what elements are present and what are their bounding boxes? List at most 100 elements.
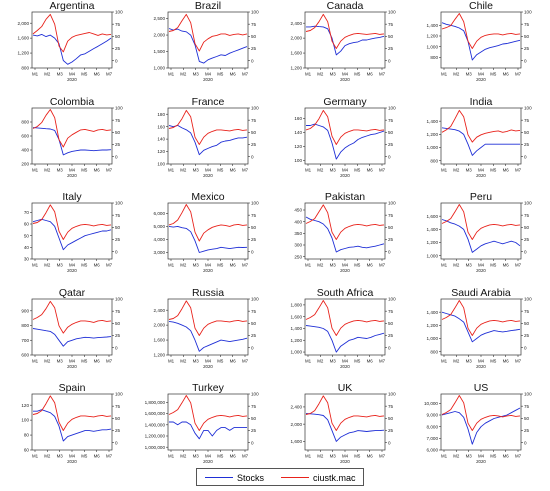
x-tick-label: M6 bbox=[230, 454, 237, 459]
plot-frame bbox=[440, 11, 522, 69]
y-left-tick-label: 450 bbox=[294, 208, 302, 213]
x-tick-label: M4 bbox=[342, 263, 349, 268]
x-tick-label: M5 bbox=[490, 454, 497, 459]
y-right-tick-label: 100 bbox=[524, 297, 532, 302]
y-right-tick-label: 100 bbox=[251, 392, 259, 397]
plot-frame bbox=[440, 107, 522, 165]
x-tick-label: M6 bbox=[94, 359, 101, 364]
y-left-tick-label: 1,600,000 bbox=[145, 411, 166, 416]
y-left-tick-label: 2,500 bbox=[154, 16, 166, 21]
y-left-tick-label: 180 bbox=[157, 112, 165, 117]
y-right-tick-label: 75 bbox=[524, 213, 530, 218]
y-left-tick-label: 1,200 bbox=[291, 338, 303, 343]
y-right-tick-label: 25 bbox=[251, 237, 257, 242]
y-left-tick-label: 100 bbox=[157, 162, 165, 167]
x-tick-label: M7 bbox=[379, 359, 386, 364]
x-tick-label: M5 bbox=[490, 263, 497, 268]
x-tick-label: M3 bbox=[466, 359, 473, 364]
x-tick-label: M3 bbox=[193, 72, 200, 77]
y-right-tick-label: 100 bbox=[115, 106, 123, 111]
x-tick-label: M3 bbox=[330, 72, 337, 77]
y-left-tick-label: 300 bbox=[294, 243, 302, 248]
x-tick-label: M4 bbox=[69, 454, 76, 459]
y-left-tick-label: 1,600 bbox=[291, 314, 303, 319]
x-tick-label: M4 bbox=[478, 359, 485, 364]
x-tick-label: M2 bbox=[44, 454, 51, 459]
series-line-stocks bbox=[305, 325, 385, 353]
y-right-tick-label: 50 bbox=[251, 130, 257, 135]
y-left-tick-label: 140 bbox=[157, 137, 165, 142]
x-tick-label: M5 bbox=[81, 263, 88, 268]
x-tick-label: M4 bbox=[205, 263, 212, 268]
x-axis-label: 2020 bbox=[476, 459, 486, 464]
series-line-ciustk bbox=[168, 395, 248, 431]
y-left-tick-label: 60 bbox=[24, 222, 30, 227]
x-tick-label: M2 bbox=[44, 72, 51, 77]
y-right-tick-label: 50 bbox=[115, 321, 121, 326]
x-tick-label: M2 bbox=[453, 263, 460, 268]
x-tick-label: M7 bbox=[515, 359, 522, 364]
y-left-tick-label: 1,000 bbox=[427, 44, 439, 49]
y-right-tick-label: 25 bbox=[251, 142, 257, 147]
x-tick-label: M6 bbox=[367, 263, 374, 268]
legend-label-ciustk: ciustk.mac bbox=[313, 472, 356, 483]
x-tick-label: M5 bbox=[81, 359, 88, 364]
y-left-tick-label: 1,600 bbox=[291, 439, 303, 444]
x-tick-label: M1 bbox=[168, 72, 175, 77]
panel-south-africa: South Africa 1,800 1,600 1,400 1,200 1,000 100… bbox=[291, 287, 397, 369]
y-left-tick-label: 1,600 bbox=[427, 214, 439, 219]
y-left-tick-label: 70 bbox=[24, 210, 30, 215]
x-axis-label: 2020 bbox=[203, 268, 213, 273]
series-line-ciustk bbox=[441, 109, 521, 143]
y-left-tick-label: 2,000 bbox=[291, 36, 303, 41]
x-tick-label: M2 bbox=[453, 359, 460, 364]
x-tick-label: M1 bbox=[441, 168, 448, 173]
y-left-tick-label: 1,600 bbox=[291, 51, 303, 56]
x-tick-label: M7 bbox=[106, 168, 113, 173]
series-line-ciustk bbox=[305, 204, 385, 240]
series-line-stocks bbox=[33, 409, 112, 442]
panel-uk: UK 2,400 2,000 1,600 100 75 50 25 0 M1 M2 M3 M4 M5 M6 M… bbox=[291, 382, 397, 464]
y-right-tick-label: 100 bbox=[388, 201, 396, 206]
x-axis-label: 2020 bbox=[67, 77, 77, 82]
y-right-tick-label: 50 bbox=[524, 225, 530, 230]
y-right-tick-label: 50 bbox=[388, 416, 394, 421]
x-tick-label: M7 bbox=[515, 168, 522, 173]
y-right-tick-label: 50 bbox=[251, 34, 257, 39]
x-tick-label: M4 bbox=[342, 168, 349, 173]
y-left-tick-label: 1,000 bbox=[427, 145, 439, 150]
x-tick-label: M7 bbox=[242, 359, 249, 364]
y-left-tick-label: 2,000 bbox=[18, 21, 30, 26]
x-tick-label: M5 bbox=[354, 72, 361, 77]
y-right-tick-label: 75 bbox=[388, 118, 394, 123]
plot-frame bbox=[440, 202, 522, 260]
y-left-tick-label: 1,500 bbox=[154, 49, 166, 54]
x-tick-label: M4 bbox=[69, 72, 76, 77]
series-line-stocks bbox=[168, 320, 248, 352]
x-tick-label: M3 bbox=[466, 72, 473, 77]
x-tick-label: M6 bbox=[367, 72, 374, 77]
panel-us: US 10,000 9,000 8,000 7,000 6,000 100 75 50 25 0 M1… bbox=[424, 382, 532, 464]
x-tick-label: M3 bbox=[57, 72, 64, 77]
y-left-tick-label: 160 bbox=[157, 124, 165, 129]
y-left-tick-label: 1,400 bbox=[427, 23, 439, 28]
x-tick-label: M1 bbox=[305, 454, 312, 459]
x-tick-label: M3 bbox=[57, 263, 64, 268]
plot-frame bbox=[31, 11, 113, 69]
plot-frame bbox=[304, 11, 386, 69]
y-left-tick-label: 1,000,000 bbox=[145, 445, 166, 450]
x-axis-label: 2020 bbox=[203, 459, 213, 464]
y-right-tick-label: 0 bbox=[115, 345, 118, 350]
y-left-tick-label: 1,600 bbox=[154, 338, 166, 343]
y-right-tick-label: 0 bbox=[524, 249, 527, 254]
x-tick-label: M7 bbox=[106, 359, 113, 364]
x-tick-label: M1 bbox=[305, 359, 312, 364]
y-left-tick-label: 1,400 bbox=[427, 119, 439, 124]
y-right-tick-label: 75 bbox=[251, 118, 257, 123]
panel-title: Chile bbox=[469, 0, 493, 12]
panel-france: France 180 160 140 120 100 100 75 50 25 0 M1 M2 M3 M4 M… bbox=[157, 96, 259, 178]
plot-frame bbox=[167, 393, 249, 451]
plot-frame bbox=[304, 393, 386, 451]
plot-frame bbox=[167, 107, 249, 165]
series-line-ciustk bbox=[32, 109, 112, 148]
